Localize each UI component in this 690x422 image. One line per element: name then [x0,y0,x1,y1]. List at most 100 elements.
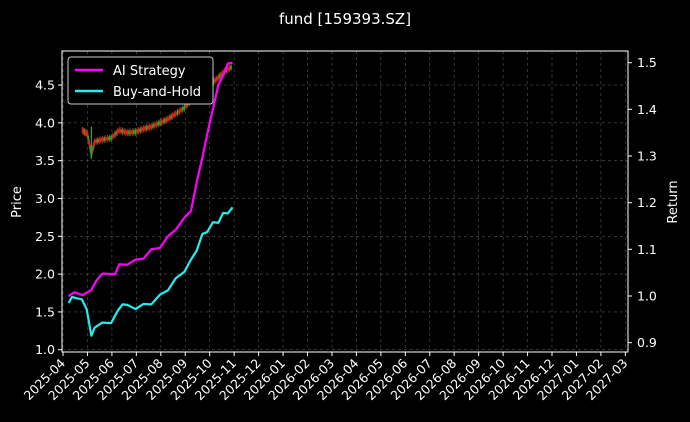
price-candle-body [88,144,91,149]
price-candle-body [95,139,98,144]
legend-box [67,56,214,105]
price-candle-body [83,130,86,134]
price-candle-body [171,113,174,118]
series-lines [67,61,234,337]
price-candle-body [115,131,117,136]
right-tick-label: 1.0 [637,289,657,304]
price-candle-body [217,75,220,80]
price-candle-body [145,126,148,130]
price-candle-body [99,138,102,142]
price-candle-body [118,128,121,133]
price-candle-body [129,130,132,135]
price-candle-body [165,117,168,122]
price-candle-body [166,117,169,121]
price-candle-body [103,137,106,142]
left-y-axis: 1.0 1.5 2.0 2.5 3.0 3.5 4.0 4.5 [35,78,62,357]
price-candle-body [153,123,156,128]
price-candle-body [85,131,88,136]
price-candle-body [89,148,92,153]
price-candle-body [168,116,171,120]
legend-label-ai-strategy: AI Strategy [113,64,186,79]
price-candle-body [181,107,184,111]
price-candle-body [91,150,93,154]
left-tick-label: 4.0 [35,115,55,130]
price-candle-body [228,66,231,71]
price-candle-body [98,138,101,143]
price-candle-body [215,77,218,81]
price-candle-body [121,129,124,134]
price-candle-body [136,129,139,134]
price-candle-body [220,72,223,77]
price-candle-body [131,130,134,135]
price-candle-body [163,118,166,123]
price-candle-body [87,136,90,141]
price-candle-body [155,122,158,127]
price-candle-body [183,105,186,110]
right-axis-label: Return [666,180,681,223]
price-candle-body [157,121,160,126]
price-candle-body [92,145,95,149]
price-candle-body [81,128,84,133]
price-candle-body [110,136,113,140]
price-candle-body [170,115,172,119]
price-candle-body [150,124,153,129]
price-candle-body [174,111,177,116]
right-tick-label: 0.9 [637,335,657,350]
price-candle-body [214,78,217,83]
left-tick-label: 2.0 [35,267,55,282]
price-candle-body [124,130,127,135]
price-candle-body [212,79,215,84]
price-candle-body [148,125,151,129]
price-candle-body [226,67,229,72]
left-axis-label: Price [10,186,25,218]
price-candle-body [178,109,181,114]
price-candle-body [180,108,182,113]
price-candle-body [91,147,94,152]
left-tick-label: 1.0 [35,342,55,357]
right-tick-label: 1.5 [637,55,657,70]
price-candle-body [139,128,142,132]
price-candle-body [113,133,116,137]
left-tick-label: 1.5 [35,304,55,319]
price-candle-body [230,65,232,70]
price-candle-body [106,136,109,141]
price-candle-body [96,138,99,143]
price-candle-body [219,74,221,78]
price-candle-body [176,110,179,115]
price-candle-body [84,130,87,135]
price-candle-body [128,130,130,135]
price-candle-body [93,142,95,147]
price-candle-body [134,130,137,134]
price-candle-body [88,140,90,145]
price-candle-body [152,123,154,128]
price-candle-body [123,129,126,134]
price-candle-body [86,132,89,137]
price-candle-body [137,128,140,133]
price-candle-body [101,137,104,142]
price-candle-body [173,112,176,117]
left-tick-label: 2.5 [35,229,55,244]
plot-frame [61,50,629,353]
right-tick-label: 1.3 [637,149,657,164]
price-candle-body [160,120,163,124]
price-candle-body [116,130,119,134]
right-tick-label: 1.2 [637,195,657,210]
left-tick-label: 4.5 [35,78,55,93]
price-candle-body [133,130,135,134]
series-line-buy-and-hold [67,206,234,337]
left-tick-label: 3.0 [35,191,55,206]
price-candle-body [144,126,146,131]
legend: AI Strategy Buy-and-Hold [67,56,214,105]
chart-title: fund [159393.SZ] [279,10,411,28]
price-candle-body [142,127,145,131]
price-candle-body [162,119,165,124]
price-candle-body [105,136,107,141]
right-y-axis: 0.9 1.0 1.1 1.2 1.3 1.4 1.5 [628,55,657,350]
legend-label-buy-and-hold: Buy-and-Hold [113,85,201,100]
price-candle-body [119,128,122,133]
left-tick-label: 3.5 [35,153,55,168]
price-candle-body [147,125,150,130]
series-line-ai-strategy [68,61,233,297]
price-candle-body [111,134,114,139]
